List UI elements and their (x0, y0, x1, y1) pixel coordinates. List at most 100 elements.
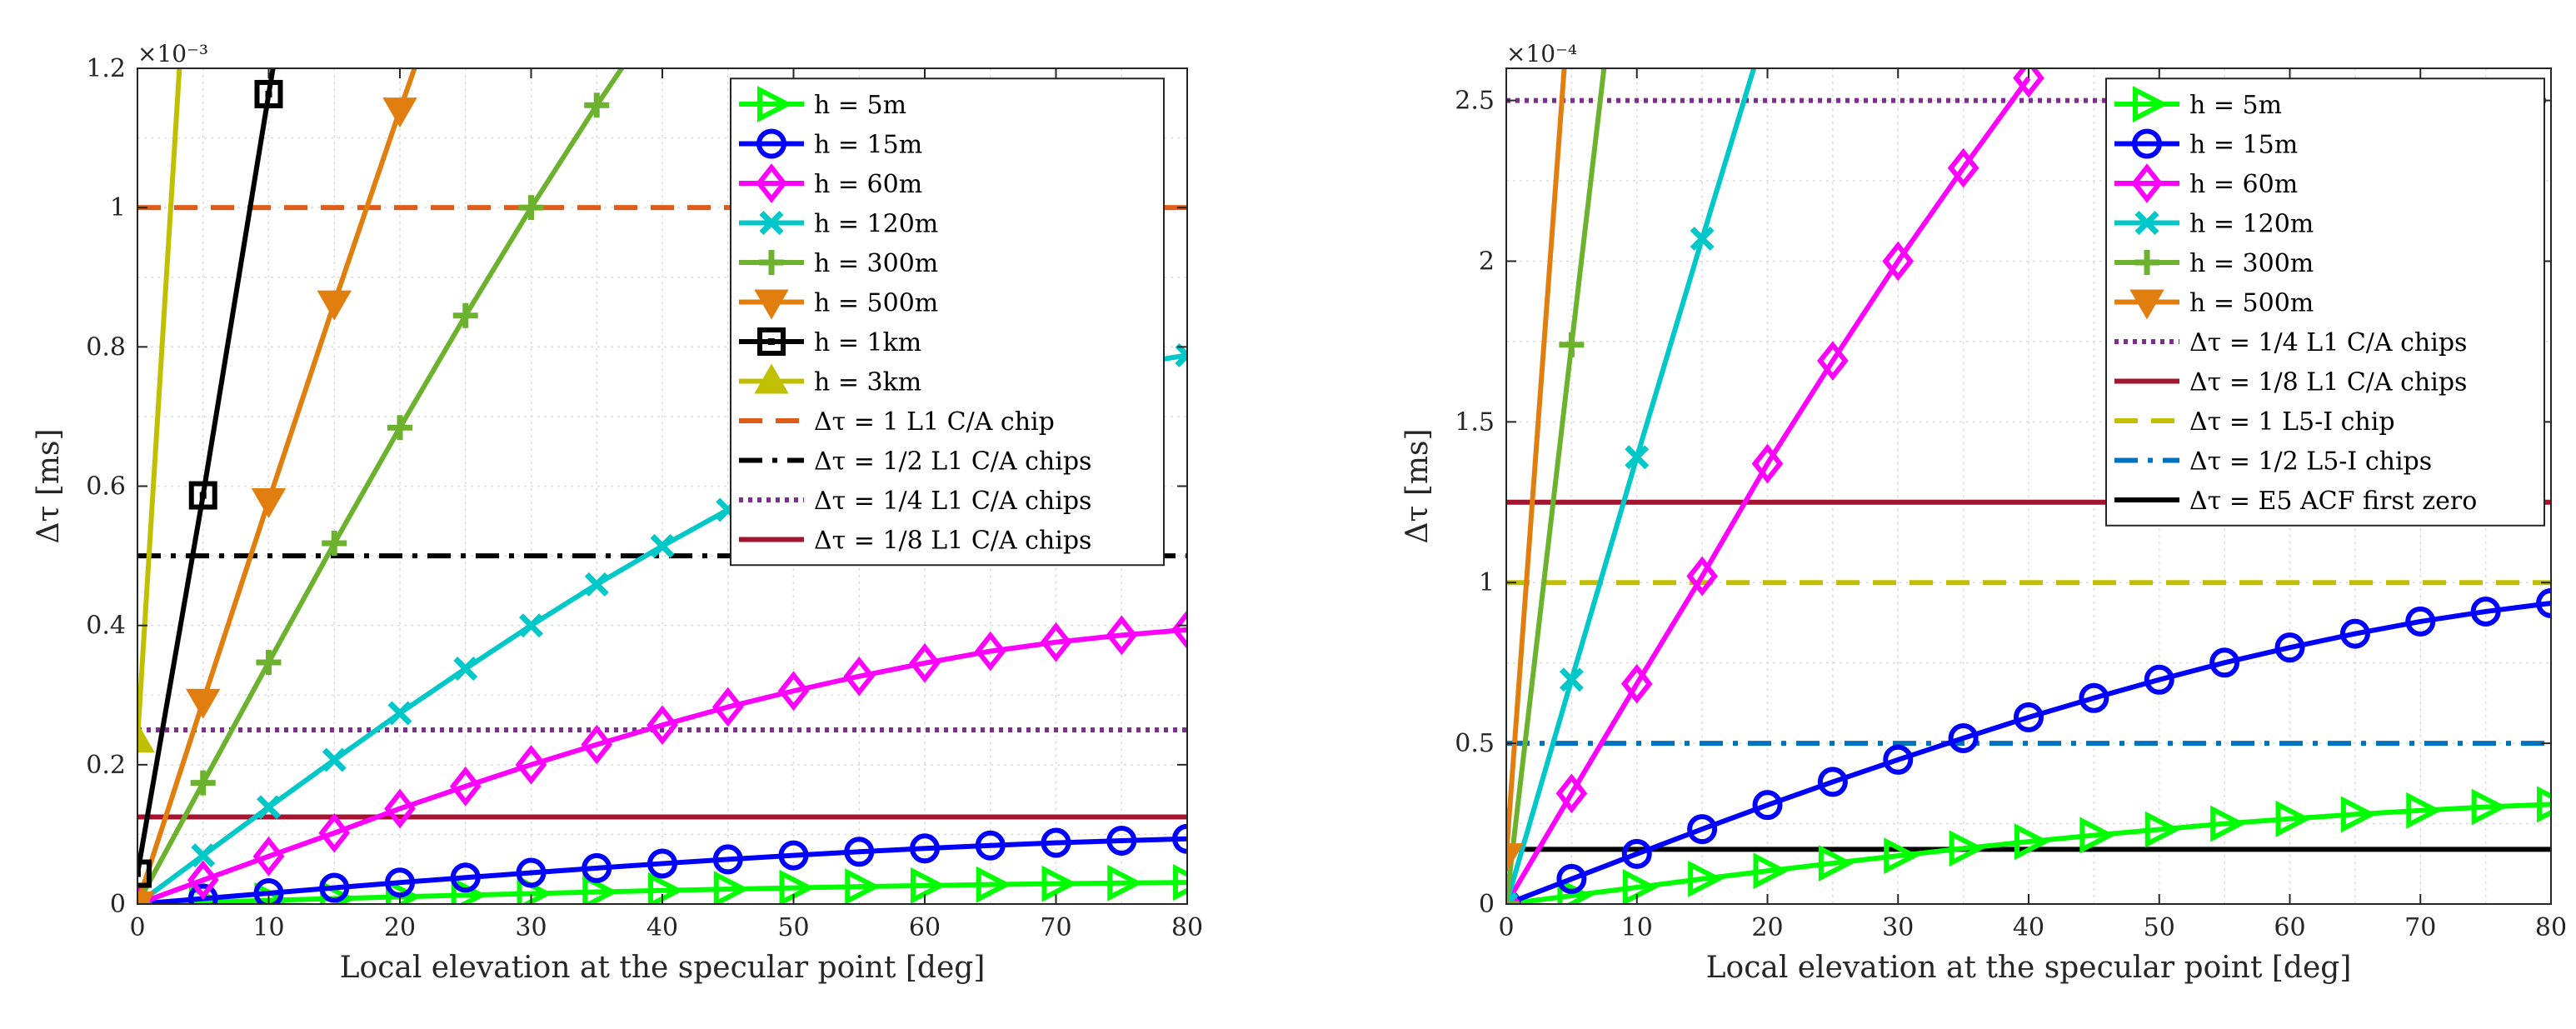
data-point (1622, 869, 1659, 904)
y-tick-label: 0 (1479, 890, 1495, 919)
data-point (1948, 722, 1979, 753)
legend-item: Δτ = 1 L1 C/A chip (739, 407, 1055, 437)
legend-marker (2133, 86, 2169, 122)
data-point (1949, 830, 1985, 867)
legend-label: h = 300m (814, 249, 938, 278)
data-point (582, 873, 618, 904)
data-point (1173, 864, 1187, 902)
data-point (1817, 767, 1848, 797)
y-axis-label: Δτ [ms] (1400, 428, 1435, 543)
legend-item: Δτ = 1/2 L1 C/A chips (739, 447, 1091, 477)
data-point (1758, 13, 1778, 33)
data-point (584, 92, 610, 118)
data-point (519, 613, 543, 638)
data-point (2079, 682, 2109, 713)
legend-label: Δτ = 1 L1 C/A chip (814, 407, 1055, 437)
y-tick-label: 1.2 (86, 54, 126, 83)
data-point (976, 866, 1012, 903)
data-point (713, 871, 750, 904)
data-point (1620, 663, 1653, 704)
data-point (2471, 788, 2508, 826)
data-point (1506, 843, 1524, 874)
data-point (187, 883, 218, 904)
y-tick-label: 0.8 (86, 332, 126, 362)
data-point (843, 656, 876, 697)
legend-item: h = 15m (2114, 128, 2298, 160)
legend-item: h = 1km (739, 327, 921, 357)
data-point (2013, 68, 2044, 98)
legend-item: h = 500m (2114, 289, 2314, 320)
data-point (1884, 837, 1920, 875)
y-tick-label: 1 (110, 193, 126, 222)
x-tick-label: 80 (1171, 913, 1203, 942)
legend-label: Δτ = 1/4 L1 C/A chips (2189, 328, 2467, 357)
legend-label: Δτ = 1/2 L1 C/A chips (814, 447, 1091, 477)
data-point (318, 812, 351, 853)
data-point (319, 872, 350, 903)
data-point (777, 671, 810, 712)
series-line-0 (1506, 802, 2551, 904)
data-point (2210, 805, 2246, 842)
data-point (909, 642, 941, 683)
axes: 0 10 20 30 40 50 60 70 80 0 0.2 0.4 0.6 0.8 1 1.2 ×10⁻³ L… (32, 40, 1203, 985)
legend-marker (754, 363, 789, 394)
data-point (2405, 606, 2436, 637)
legend-label: Δτ = 1/2 L5-I chips (2189, 447, 2432, 477)
data-point (387, 415, 412, 441)
x-tick-label: 20 (1751, 913, 1783, 942)
legend-label: Δτ = 1/8 L1 C/A chips (814, 527, 1091, 556)
y-tick-label: 1.5 (1455, 407, 1495, 437)
y-tick-label: 1 (1479, 568, 1495, 597)
legend-item: h = 500m (739, 289, 938, 320)
data-point (453, 657, 478, 681)
data-point (582, 852, 612, 883)
data-point (322, 531, 347, 557)
legend-label: h = 60m (2189, 170, 2298, 199)
data-point (518, 195, 544, 221)
legend-item: h = 15m (739, 128, 922, 160)
data-point (1107, 864, 1143, 902)
data-point (1687, 814, 1718, 845)
x-tick-label: 70 (1040, 913, 1071, 942)
data-point (257, 795, 281, 820)
data-point (515, 744, 547, 785)
legend-label: h = 15m (2189, 131, 2298, 160)
data-point (650, 533, 675, 558)
data-point (1555, 773, 1588, 814)
legend-marker (756, 163, 787, 203)
legend-item: h = 120m (2114, 210, 2314, 239)
legend-label: h = 3km (814, 368, 921, 397)
legend-item: h = 60m (739, 163, 922, 203)
legend-label: h = 300m (2189, 249, 2314, 278)
series-line-2 (1506, 76, 2031, 904)
data-point (778, 840, 809, 871)
legend-item: Δτ = 1/4 L1 C/A chips (2114, 328, 2467, 357)
legend-item: h = 5m (2114, 86, 2282, 122)
data-point (779, 869, 816, 904)
y-tick-label: 0.4 (86, 612, 126, 641)
series-line-1 (137, 836, 1187, 904)
data-point (711, 687, 744, 727)
data-point (2144, 664, 2174, 695)
data-point (452, 302, 478, 328)
data-point (910, 833, 940, 864)
data-point (2537, 786, 2551, 823)
legend: h = 5m h = 15m h = 60m h = 120m h = 300m h = … (730, 77, 1165, 567)
data-point (251, 488, 287, 519)
x-tick-label: 70 (2404, 913, 2436, 942)
right-chart: 0 10 20 30 40 50 60 70 80 0 0.5 1 1.5 2 2.5 ×10⁻⁴ Local … (1400, 13, 2567, 985)
data-point (1752, 790, 1783, 821)
legend-marker (757, 86, 793, 122)
data-point (1041, 827, 1071, 858)
legend-marker (2131, 163, 2163, 203)
legend-item: Δτ = 1 L5-I chip (2114, 407, 2395, 437)
x-tick-label: 10 (1621, 913, 1653, 942)
legend-box (730, 77, 1165, 567)
x-tick-label: 60 (909, 913, 941, 942)
x-tick-label: 50 (777, 913, 809, 942)
data-point (186, 688, 221, 719)
legend-marker (2132, 128, 2162, 159)
legend-marker (2134, 211, 2159, 235)
data-point (1688, 860, 1724, 897)
legend-item: h = 3km (739, 363, 921, 397)
